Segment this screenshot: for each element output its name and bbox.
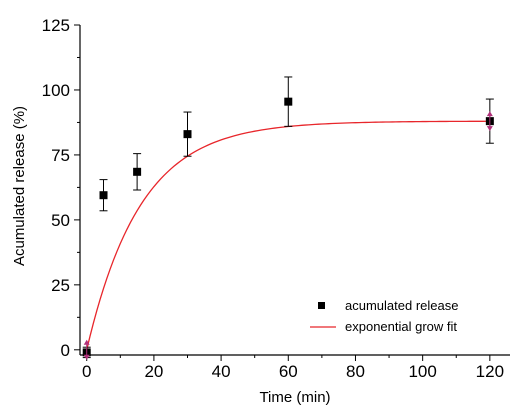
legend-label-fit: exponential grow fit: [345, 319, 457, 334]
legend-marker-square: [318, 302, 325, 309]
axes: [79, 25, 510, 356]
y-tick-label: 125: [42, 16, 70, 35]
data-point: [133, 167, 142, 176]
y-tick-label: 100: [42, 81, 70, 100]
legend: acumulated release exponential grow fit: [310, 298, 458, 334]
fit-layer: [86, 120, 490, 350]
y-tick-label: 25: [51, 276, 70, 295]
x-tick-label: 60: [279, 362, 298, 381]
x-tick-label: 20: [144, 362, 163, 381]
y-tick-label: 75: [51, 146, 70, 165]
double-arrow-head-down: [83, 354, 90, 360]
fit-curve: [86, 120, 490, 350]
y-tick-label: 0: [61, 341, 70, 360]
points-layer: [82, 76, 494, 359]
x-axis-title: Time (min): [259, 389, 330, 406]
x-tick-label: 80: [346, 362, 365, 381]
x-tick-label: 40: [212, 362, 231, 381]
double-arrow-head-up: [486, 111, 493, 117]
double-arrow-head-down: [486, 126, 493, 132]
y-tick-label: 50: [51, 211, 70, 230]
x-tick-label: 120: [476, 362, 504, 381]
arrows-layer: [83, 111, 493, 360]
data-point: [183, 130, 192, 139]
data-point: [99, 191, 108, 200]
data-point: [284, 97, 293, 106]
double-arrow-head-up: [83, 339, 90, 345]
x-tick-label: 100: [408, 362, 436, 381]
ticks: 0 20 40 60 80 100 120 0 25 50 75 100 125: [42, 16, 504, 381]
legend-label-release: acumulated release: [345, 298, 458, 313]
y-axis-title: Acumulated release (%): [11, 106, 28, 266]
x-tick-label: 0: [82, 362, 91, 381]
